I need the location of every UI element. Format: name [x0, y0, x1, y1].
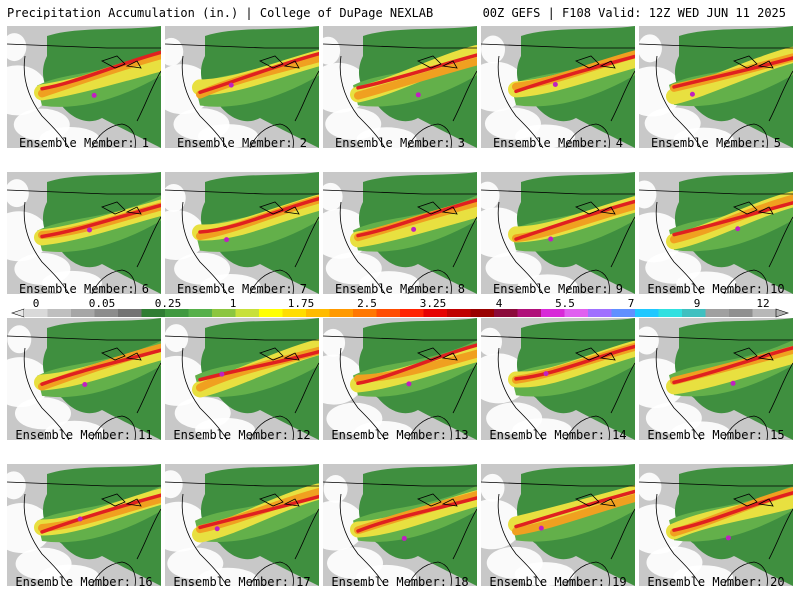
colorbar-swatch: [212, 309, 236, 317]
colorbar-swatch: [494, 309, 518, 317]
ensemble-member-label: Ensemble Member: 14: [489, 428, 627, 442]
colorbar-tick-label: 2.5: [357, 297, 377, 310]
ensemble-member-label: Ensemble Member: 20: [647, 575, 785, 589]
colorbar-swatch: [588, 309, 612, 317]
colorbar-swatch: [658, 309, 683, 317]
colorbar-swatch: [306, 309, 330, 317]
colorbar-swatch: [705, 309, 730, 317]
colorbar-tick-label: 0.25: [154, 297, 182, 310]
ensemble-member-label: Ensemble Member: 13: [331, 428, 469, 442]
colorbar-right-arrow: [775, 308, 789, 318]
colorbar-tick-label: 9: [693, 297, 701, 310]
colorbar-swatch: [752, 309, 777, 317]
colorbar-swatch: [470, 309, 495, 317]
ensemble-map-2: [165, 26, 319, 148]
colorbar-tick-label: 3.25: [419, 297, 447, 310]
colorbar-tick-label: 0: [32, 297, 40, 310]
colorbar-swatch: [71, 309, 95, 317]
colorbar-swatch: [118, 309, 142, 317]
ensemble-member-label: Ensemble Member: 2: [176, 136, 308, 150]
ensemble-map-5: [639, 26, 793, 148]
ensemble-member-label: Ensemble Member: 8: [334, 282, 466, 296]
ensemble-member-label: Ensemble Member: 17: [173, 575, 311, 589]
ensemble-map-16: [7, 464, 161, 586]
colorbar-swatch: [423, 309, 448, 317]
ensemble-map-8: [323, 172, 477, 294]
colorbar-swatch: [682, 309, 706, 317]
ensemble-map-14: [481, 318, 635, 440]
ensemble-member-label: Ensemble Member: 11: [15, 428, 153, 442]
colorbar-tick-label: 1: [229, 297, 237, 310]
colorbar-swatch: [729, 309, 753, 317]
colorbar-swatch: [611, 309, 636, 317]
colorbar-swatch: [282, 309, 307, 317]
ensemble-member-label: Ensemble Member: 12: [173, 428, 311, 442]
colorbar-tick-label: 7: [627, 297, 635, 310]
ensemble-map-7: [165, 172, 319, 294]
colorbar-swatch: [635, 309, 659, 317]
ensemble-member-label: Ensemble Member: 18: [331, 575, 469, 589]
page-title: Precipitation Accumulation (in.) | Colle…: [7, 6, 434, 20]
ensemble-member-label: Ensemble Member: 3: [334, 136, 466, 150]
ensemble-map-10: [639, 172, 793, 294]
colorbar-swatch: [141, 309, 166, 317]
colorbar-tick-label: 4: [495, 297, 503, 310]
ensemble-member-label: Ensemble Member: 9: [492, 282, 624, 296]
colorbar-swatch: [376, 309, 401, 317]
ensemble-member-label: Ensemble Member: 19: [489, 575, 627, 589]
colorbar-tick-label: 12: [756, 297, 770, 310]
colorbar-swatch: [400, 309, 424, 317]
colorbar-swatch: [94, 309, 119, 317]
colorbar-swatch: [165, 309, 189, 317]
ensemble-map-15: [639, 318, 793, 440]
colorbar: [11, 308, 789, 318]
ensemble-member-label: Ensemble Member: 16: [15, 575, 153, 589]
ensemble-member-label: Ensemble Member: 1: [18, 136, 150, 150]
ensemble-member-label: Ensemble Member: 6: [18, 282, 150, 296]
colorbar-tick-label: 1.75: [287, 297, 315, 310]
ensemble-map-6: [7, 172, 161, 294]
colorbar-swatch: [517, 309, 542, 317]
ensemble-map-11: [7, 318, 161, 440]
colorbar-swatch: [24, 309, 48, 317]
ensemble-map-17: [165, 464, 319, 586]
colorbar-swatch: [329, 309, 354, 317]
colorbar-swatch: [564, 309, 589, 317]
colorbar-swatch: [259, 309, 283, 317]
ensemble-member-label: Ensemble Member: 10: [647, 282, 785, 296]
valid-time: 00Z GEFS | F108 Valid: 12Z WED JUN 11 20…: [482, 6, 786, 20]
ensemble-map-9: [481, 172, 635, 294]
ensemble-map-3: [323, 26, 477, 148]
ensemble-member-label: Ensemble Member: 4: [492, 136, 624, 150]
colorbar-swatch: [188, 309, 213, 317]
ensemble-map-12: [165, 318, 319, 440]
colorbar-swatch: [353, 309, 377, 317]
ensemble-member-label: Ensemble Member: 7: [176, 282, 308, 296]
colorbar-swatch: [447, 309, 471, 317]
ensemble-map-20: [639, 464, 793, 586]
colorbar-swatch: [235, 309, 260, 317]
ensemble-member-label: Ensemble Member: 15: [647, 428, 785, 442]
ensemble-map-13: [323, 318, 477, 440]
colorbar-tick-label: 0.05: [88, 297, 116, 310]
ensemble-map-18: [323, 464, 477, 586]
ensemble-map-19: [481, 464, 635, 586]
colorbar-swatch: [541, 309, 565, 317]
colorbar-left-arrow: [11, 308, 25, 318]
colorbar-swatch: [47, 309, 72, 317]
ensemble-member-label: Ensemble Member: 5: [650, 136, 782, 150]
colorbar-tick-label: 5.5: [555, 297, 575, 310]
ensemble-map-1: [7, 26, 161, 148]
ensemble-map-4: [481, 26, 635, 148]
